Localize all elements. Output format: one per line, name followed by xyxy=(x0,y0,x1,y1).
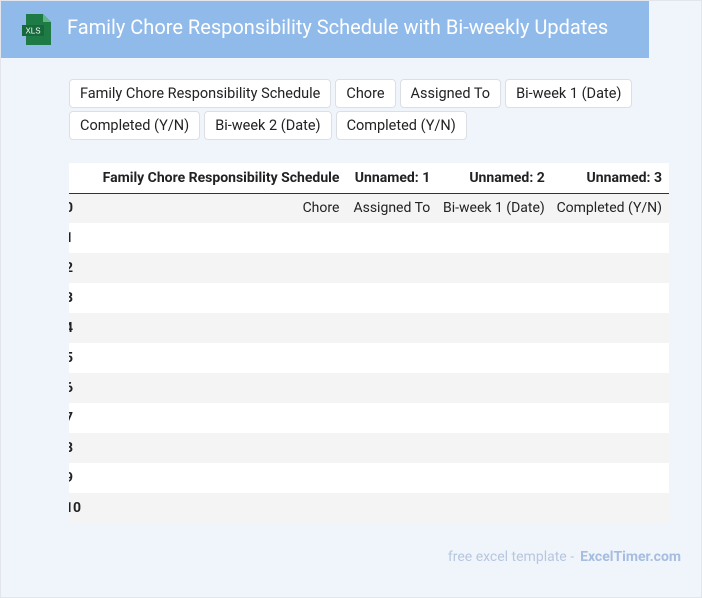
row-index: 6 xyxy=(69,373,89,403)
cell xyxy=(551,253,669,283)
cell xyxy=(88,223,347,253)
tag: Bi-week 2 (Date) xyxy=(204,111,332,140)
icon-label: XLS xyxy=(25,27,40,36)
cell xyxy=(346,283,438,313)
cell xyxy=(88,253,347,283)
cell xyxy=(346,463,438,493)
tag: Bi-week 1 (Date) xyxy=(505,79,633,108)
row: 1 xyxy=(69,223,669,253)
column-header: Unnamed: 1 xyxy=(346,163,438,194)
tag-list: Family Chore Responsibility Schedule Chor… xyxy=(69,79,669,140)
table-wrap: Family Chore Responsibility Schedule Unna… xyxy=(69,163,679,525)
tag: Family Chore Responsibility Schedule xyxy=(69,79,332,108)
table: Family Chore Responsibility Schedule Unna… xyxy=(69,163,669,523)
cell xyxy=(346,343,438,373)
footer-text: free excel template - xyxy=(447,549,575,565)
cell xyxy=(88,433,347,463)
row: 10 xyxy=(69,493,669,523)
cell xyxy=(551,343,669,373)
cell xyxy=(551,223,669,253)
row-index: 9 xyxy=(69,463,89,493)
row-index: 8 xyxy=(69,433,89,463)
cell xyxy=(437,313,552,343)
cell: Chore xyxy=(88,193,347,223)
cell: Completed (Y/N) xyxy=(551,193,669,223)
footer-brand: ExcelTimer.com xyxy=(580,549,681,565)
cell xyxy=(346,373,438,403)
cell xyxy=(437,403,552,433)
tag: Chore xyxy=(335,79,396,108)
cell xyxy=(88,373,347,403)
cell xyxy=(437,283,552,313)
cell xyxy=(346,253,438,283)
row: 5 xyxy=(69,343,669,373)
cell xyxy=(88,283,347,313)
cell xyxy=(551,403,669,433)
footer: free excel template - ExcelTimer.com xyxy=(448,549,681,565)
xls-icon: XLS xyxy=(22,14,51,45)
row: 8 xyxy=(69,433,669,463)
cell xyxy=(551,463,669,493)
row: 9 xyxy=(69,463,669,493)
cell xyxy=(346,433,438,463)
column-header: Family Chore Responsibility Schedule xyxy=(88,163,347,194)
column-header: Unnamed: 2 xyxy=(437,163,552,194)
cell xyxy=(88,463,347,493)
cell xyxy=(346,223,438,253)
cell xyxy=(346,313,438,343)
cell xyxy=(551,313,669,343)
cell xyxy=(437,253,552,283)
row: 7 xyxy=(69,403,669,433)
cell xyxy=(346,493,438,523)
tag: Completed (Y/N) xyxy=(335,111,467,140)
cell xyxy=(437,493,552,523)
index-header xyxy=(69,163,89,194)
cell: Bi-week 1 (Date) xyxy=(437,193,552,223)
row-index: 10 xyxy=(69,493,89,523)
cell xyxy=(551,373,669,403)
row: 4 xyxy=(69,313,669,343)
row-index: 2 xyxy=(69,253,89,283)
header-row: Family Chore Responsibility Schedule Unna… xyxy=(69,163,669,194)
row: 2 xyxy=(69,253,669,283)
cell xyxy=(346,403,438,433)
row-index: 3 xyxy=(69,283,89,313)
cell xyxy=(88,313,347,343)
cell xyxy=(88,403,347,433)
header: XLS Family Chore Responsibility Schedule… xyxy=(1,1,649,58)
cell xyxy=(437,463,552,493)
row-index: 5 xyxy=(69,343,89,373)
tag: Assigned To xyxy=(399,79,502,108)
cell xyxy=(437,373,552,403)
row: 3 xyxy=(69,283,669,313)
tag: Completed (Y/N) xyxy=(69,111,201,140)
cell xyxy=(88,343,347,373)
cell: Assigned To xyxy=(346,193,438,223)
row-index: 1 xyxy=(69,223,89,253)
title: Family Chore Responsibility Schedule wit… xyxy=(67,15,609,39)
row-index: 4 xyxy=(69,313,89,343)
cell xyxy=(437,223,552,253)
column-header: Unnamed: 3 xyxy=(551,163,669,194)
cell xyxy=(551,433,669,463)
cell xyxy=(551,493,669,523)
cell xyxy=(551,283,669,313)
cell xyxy=(88,493,347,523)
cell xyxy=(437,343,552,373)
row-index: 0 xyxy=(69,193,89,223)
row: 6 xyxy=(69,373,669,403)
row-index: 7 xyxy=(69,403,89,433)
cell xyxy=(437,433,552,463)
